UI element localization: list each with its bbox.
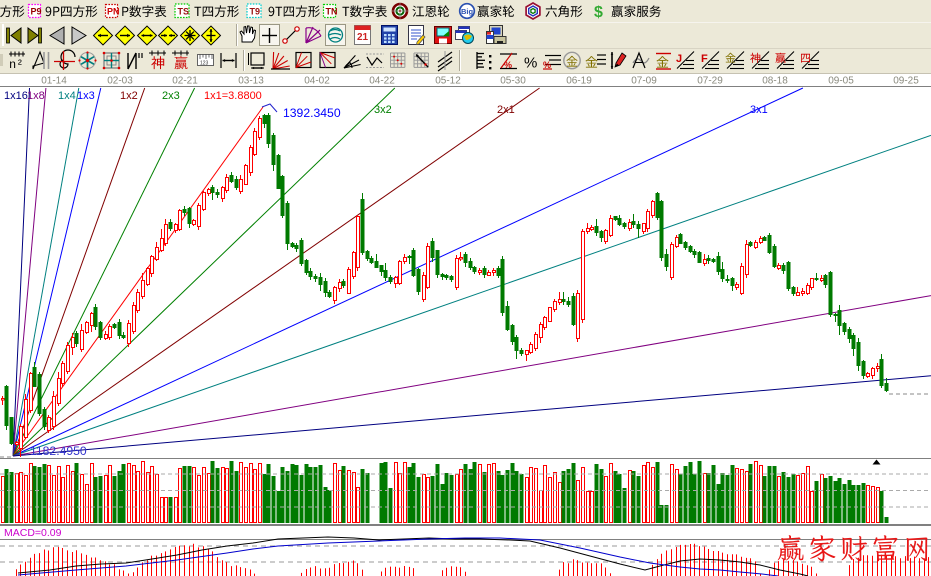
svg-text:03-13: 03-13	[238, 76, 264, 87]
svg-text:05-12: 05-12	[435, 76, 461, 87]
svg-text:2x3: 2x3	[162, 90, 180, 102]
svg-text:123: 123	[200, 61, 209, 67]
svg-text:04-22: 04-22	[369, 76, 395, 87]
svg-text:1x8: 1x8	[27, 90, 45, 102]
svg-text:3x2: 3x2	[374, 104, 392, 116]
svg-text:1x1=3.8800: 1x1=3.8800	[204, 90, 262, 102]
svg-text:1x16: 1x16	[4, 90, 28, 102]
svg-text:TN: TN	[326, 7, 338, 17]
svg-text:1392.3450: 1392.3450	[283, 106, 341, 120]
svg-text:MACD=0.09: MACD=0.09	[4, 527, 62, 539]
svg-text:$: $	[594, 4, 603, 21]
svg-text:P9: P9	[31, 7, 42, 17]
svg-text:%: %	[504, 60, 512, 70]
svg-text:05-30: 05-30	[500, 76, 526, 87]
svg-text:09-05: 09-05	[828, 76, 854, 87]
svg-text:%: %	[543, 60, 551, 70]
svg-text:F: F	[701, 53, 708, 65]
svg-text:1x4: 1x4	[58, 90, 76, 102]
svg-text:T9: T9	[250, 7, 261, 17]
svg-text:04-02: 04-02	[304, 76, 330, 87]
svg-text:06-19: 06-19	[566, 76, 592, 87]
svg-text:21: 21	[357, 32, 369, 43]
svg-text:02-03: 02-03	[107, 76, 133, 87]
svg-text:2x1: 2x1	[497, 104, 515, 116]
svg-text:Big: Big	[461, 7, 474, 16]
svg-text:01-14: 01-14	[41, 76, 67, 87]
svg-text:02-21: 02-21	[172, 76, 198, 87]
svg-text:PN: PN	[107, 7, 120, 17]
svg-text:J: J	[676, 53, 682, 65]
svg-text:1x2: 1x2	[120, 90, 138, 102]
svg-text:n²: n²	[9, 58, 23, 72]
svg-text:1182.4950: 1182.4950	[30, 444, 87, 458]
svg-text:07-09: 07-09	[631, 76, 657, 87]
svg-text:1x3: 1x3	[77, 90, 95, 102]
svg-text:3x1: 3x1	[750, 104, 768, 116]
svg-text:%: %	[524, 55, 537, 72]
svg-text:TS: TS	[178, 7, 190, 17]
svg-text:07-29: 07-29	[697, 76, 723, 87]
svg-text:09-25: 09-25	[893, 76, 919, 87]
svg-text:08-18: 08-18	[762, 76, 788, 87]
